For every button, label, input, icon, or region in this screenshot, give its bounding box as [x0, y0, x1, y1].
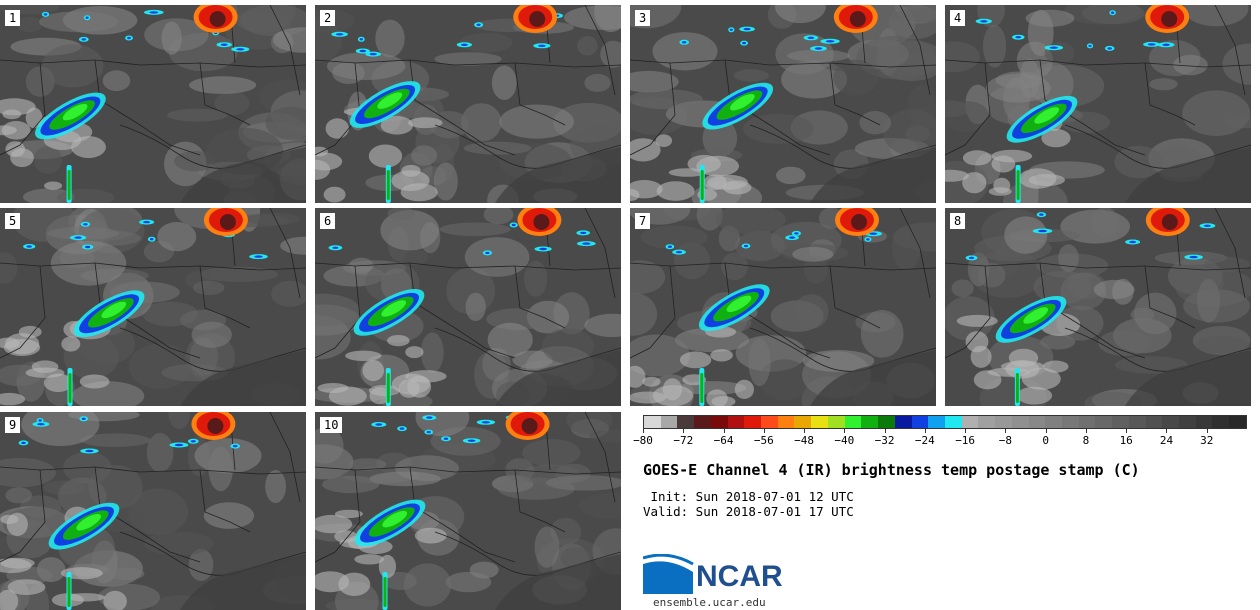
colorbar-bin — [794, 416, 812, 428]
ensemble-member-panel: 10 — [315, 412, 621, 610]
panel-member-label: 1 — [5, 10, 21, 26]
colorbar-bin — [660, 416, 678, 428]
colorbar-bin — [761, 416, 778, 428]
colorbar-tick-label: 8 — [1082, 434, 1090, 447]
colorbar-bin — [1095, 416, 1113, 428]
colorbar-bin — [744, 416, 762, 428]
ensemble-member-panel: 7 — [630, 208, 936, 406]
colorbar-tick — [763, 429, 765, 433]
colorbar-bin — [1045, 416, 1062, 428]
valid-time: Valid: Sun 2018-07-01 17 UTC — [643, 504, 854, 519]
colorbar-tick-label: −80 — [633, 434, 653, 447]
panel-member-label: 3 — [635, 10, 651, 26]
colorbar-bin — [978, 416, 996, 428]
colorbar-bin — [1162, 416, 1179, 428]
colorbar-ticks: −80 −72 −64 −56 −48 −40 −32 −24 −16 −8 0 8 16 24 32 — [633, 429, 1247, 448]
colorbar-tick-label: −16 — [955, 434, 976, 447]
colorbar-tick — [1005, 429, 1007, 433]
colorbar-bin — [911, 416, 929, 428]
colorbar-tick-label: −40 — [834, 434, 855, 447]
colorbar-bin — [1229, 416, 1246, 428]
colorbar-tick-label: 32 — [1200, 434, 1214, 447]
colorbar-tick — [965, 429, 967, 433]
panel-member-label: 5 — [5, 213, 21, 229]
panel-member-label: 2 — [320, 10, 336, 26]
colorbar-bin — [961, 416, 979, 428]
colorbar-bin — [777, 416, 795, 428]
colorbar — [643, 415, 1247, 429]
colorbar-bin — [1195, 416, 1213, 428]
map-title: GOES-E Channel 4 (IR) brightness temp po… — [643, 461, 1140, 479]
colorbar-tick-label: 0 — [1042, 434, 1049, 447]
panel-member-label: 7 — [635, 213, 651, 229]
colorbar-bin — [694, 416, 711, 428]
colorbar-tick — [884, 429, 886, 433]
colorbar-tick-label: −24 — [914, 434, 935, 447]
ensemble-member-panel: 9 — [0, 412, 306, 610]
colorbar-tick — [723, 429, 725, 433]
ensemble-member-panel: 6 — [315, 208, 621, 406]
logo-url: ensemble.ucar.edu — [653, 596, 766, 609]
ensemble-member-panel: 1 — [0, 5, 306, 203]
colorbar-tick — [1166, 429, 1168, 433]
colorbar-bin — [1212, 416, 1230, 428]
colorbar-tick — [683, 429, 685, 433]
colorbar-tick — [1206, 429, 1208, 433]
colorbar-bin — [1028, 416, 1046, 428]
colorbar-bin — [727, 416, 745, 428]
colorbar-tick — [643, 429, 644, 433]
colorbar-bin — [710, 416, 728, 428]
colorbar-bin — [878, 416, 895, 428]
colorbar-bin — [1128, 416, 1146, 428]
colorbar-tick-label: −72 — [673, 434, 694, 447]
colorbar-tick — [924, 429, 926, 433]
colorbar-bin — [1078, 416, 1096, 428]
colorbar-tick-label: −32 — [874, 434, 895, 447]
colorbar-tick-label: −56 — [753, 434, 774, 447]
colorbar-bin — [995, 416, 1012, 428]
panel-member-label: 9 — [5, 417, 21, 433]
logo-text: NCAR — [696, 560, 783, 593]
colorbar-bin — [1011, 416, 1029, 428]
ensemble-member-panel: 8 — [945, 208, 1251, 406]
colorbar-bin — [1145, 416, 1163, 428]
ensemble-member-panel: 2 — [315, 5, 621, 203]
colorbar-bin — [861, 416, 879, 428]
colorbar-tick-label: −48 — [794, 434, 814, 447]
colorbar-tick-label: 16 — [1119, 434, 1133, 447]
panel-member-label: 8 — [950, 213, 966, 229]
colorbar-tick — [804, 429, 806, 433]
colorbar-tick-label: −64 — [713, 434, 734, 447]
ensemble-member-panel: 3 — [630, 5, 936, 203]
colorbar-bin — [644, 416, 661, 428]
colorbar-bin — [928, 416, 945, 428]
colorbar-bin — [677, 416, 695, 428]
colorbar-bin — [1112, 416, 1129, 428]
panel-member-label: 6 — [320, 213, 336, 229]
colorbar-bin — [894, 416, 912, 428]
ensemble-member-panel: 4 — [945, 5, 1251, 203]
colorbar-bin — [1179, 416, 1196, 428]
colorbar-bin — [944, 416, 962, 428]
colorbar-bin — [1061, 416, 1079, 428]
colorbar-tick — [844, 429, 846, 433]
ensemble-member-panel: 5 — [0, 208, 306, 406]
colorbar-tick-label: 24 — [1159, 434, 1174, 447]
colorbar-tick — [1085, 429, 1087, 433]
colorbar-bin — [827, 416, 845, 428]
colorbar-tick — [1126, 429, 1128, 433]
panel-member-label: 10 — [320, 417, 343, 433]
ncar-logo-icon — [643, 554, 694, 594]
panel-member-label: 4 — [950, 10, 966, 26]
colorbar-bin — [844, 416, 862, 428]
colorbar-tick-label: −8 — [998, 434, 1013, 447]
colorbar-tick — [1045, 429, 1047, 433]
init-time: Init: Sun 2018-07-01 12 UTC — [643, 489, 854, 504]
colorbar-bin — [811, 416, 828, 428]
